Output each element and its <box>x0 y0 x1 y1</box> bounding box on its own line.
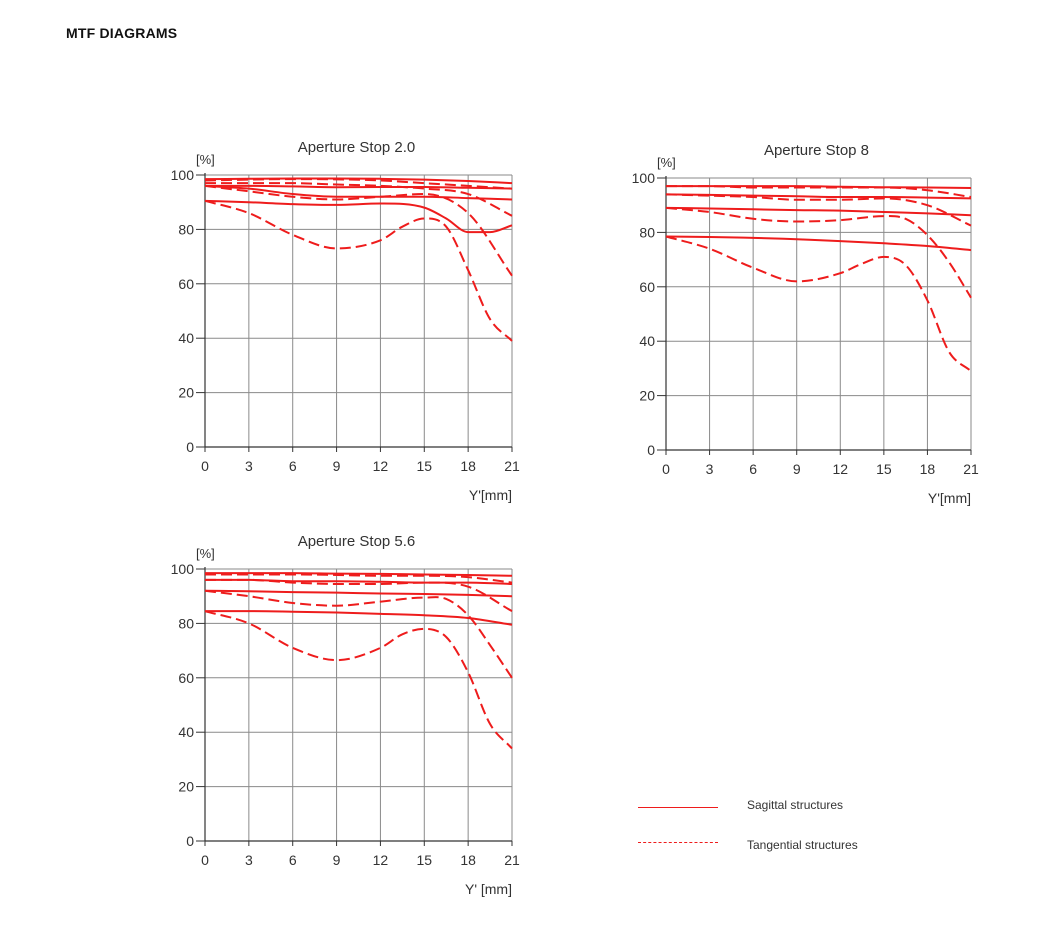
tangential-curve-4 <box>205 182 513 217</box>
y-tick-label: 20 <box>178 385 194 401</box>
y-tick-label: 60 <box>639 279 655 295</box>
x-tick-label: 6 <box>749 461 757 477</box>
tangential-curve-6 <box>665 206 972 299</box>
tangential-curve-8 <box>204 610 513 750</box>
y-tick-label: 0 <box>647 442 655 458</box>
mtf-chart-1: 0 20 40 60 80 100 0 3 6 9 12 15 18 21 Aperture Stop 2.… <box>171 139 520 503</box>
x-tick-label: 0 <box>662 461 670 477</box>
legend-tangential-swatch <box>638 842 718 843</box>
chart-title: Aperture Stop 5.6 <box>298 533 416 550</box>
y-tick-label: 100 <box>632 170 656 186</box>
sagittal-curve-5 <box>665 206 972 217</box>
x-tick-label: 9 <box>793 461 801 477</box>
sagittal-curve-1 <box>204 177 513 185</box>
sagittal-curve-3 <box>205 578 513 585</box>
sagittal-curve-1 <box>665 185 972 190</box>
x-axis-label: Y' [mm] <box>465 881 512 897</box>
x-tick-label: 12 <box>832 461 848 477</box>
x-tick-label: 18 <box>460 852 476 868</box>
y-tick-label: 20 <box>178 779 194 795</box>
x-tick-label: 21 <box>504 852 520 868</box>
y-tick-label: 80 <box>639 224 655 240</box>
tangential-curve-4 <box>665 193 972 227</box>
y-tick-label: 0 <box>186 833 194 849</box>
mtf-chart-2: 0 20 40 60 80 100 0 3 6 9 12 15 18 21 Aperture Stop 8 [… <box>632 142 979 506</box>
x-tick-label: 9 <box>333 458 341 474</box>
tangential-curve-2 <box>205 573 513 584</box>
x-tick-label: 21 <box>963 461 979 477</box>
y-tick-label: 100 <box>171 561 195 577</box>
x-tick-label: 3 <box>706 461 714 477</box>
legend-sagittal-label: Sagittal structures <box>747 798 844 812</box>
sagittal-curve-3 <box>665 193 972 200</box>
x-tick-label: 9 <box>333 852 341 868</box>
sagittal-curve-5 <box>204 184 513 201</box>
y-tick-label: 100 <box>171 167 195 183</box>
legend-tangential-label: Tangential structures <box>747 838 858 852</box>
y-axis-label: [%] <box>196 152 215 167</box>
x-tick-label: 15 <box>416 458 432 474</box>
tangential-curve-8 <box>204 199 513 342</box>
page-title: MTF DIAGRAMS <box>66 25 178 41</box>
y-tick-label: 60 <box>178 670 194 686</box>
sagittal-curve-7 <box>665 235 972 252</box>
chart-title: Aperture Stop 8 <box>764 142 869 159</box>
tangential-curve-4 <box>205 578 513 613</box>
y-axis-label: [%] <box>657 155 676 170</box>
tangential-curve-8 <box>665 235 972 372</box>
y-tick-label: 20 <box>639 388 655 404</box>
sagittal-curve-3 <box>204 184 513 190</box>
sagittal-curve-5 <box>204 589 513 598</box>
y-tick-label: 80 <box>178 221 194 237</box>
x-tick-label: 15 <box>876 461 892 477</box>
tangential-curve-2 <box>665 185 972 199</box>
tangential-curve-6 <box>204 589 513 679</box>
x-tick-label: 3 <box>245 458 253 474</box>
chart-title: Aperture Stop 2.0 <box>298 139 416 156</box>
y-tick-label: 40 <box>178 330 194 346</box>
x-tick-label: 18 <box>460 458 476 474</box>
sagittal-curve-7 <box>204 199 513 234</box>
y-axis-label: [%] <box>196 546 215 561</box>
mtf-chart-3: 0 20 40 60 80 100 0 3 6 9 12 15 18 21 Aperture Stop 5.… <box>171 533 520 897</box>
x-tick-label: 3 <box>245 852 253 868</box>
x-tick-label: 6 <box>289 852 297 868</box>
tangential-curve-6 <box>204 184 513 277</box>
x-tick-label: 21 <box>504 458 520 474</box>
y-tick-label: 40 <box>178 724 194 740</box>
y-tick-label: 40 <box>639 333 655 349</box>
x-tick-label: 15 <box>416 852 432 868</box>
x-tick-label: 18 <box>920 461 936 477</box>
x-tick-label: 0 <box>201 852 209 868</box>
sagittal-curve-7 <box>205 610 513 626</box>
y-tick-label: 60 <box>178 276 194 292</box>
x-axis-label: Y'[mm] <box>928 490 971 506</box>
x-axis-label: Y'[mm] <box>469 487 512 503</box>
tangential-curve-2 <box>204 178 513 190</box>
sagittal-curve-1 <box>204 572 513 577</box>
y-tick-label: 80 <box>178 615 194 631</box>
legend-sagittal-swatch <box>638 807 718 808</box>
x-tick-label: 12 <box>373 852 389 868</box>
x-tick-label: 0 <box>201 458 209 474</box>
y-tick-label: 0 <box>186 439 194 455</box>
x-tick-label: 6 <box>289 458 297 474</box>
x-tick-label: 12 <box>373 458 389 474</box>
